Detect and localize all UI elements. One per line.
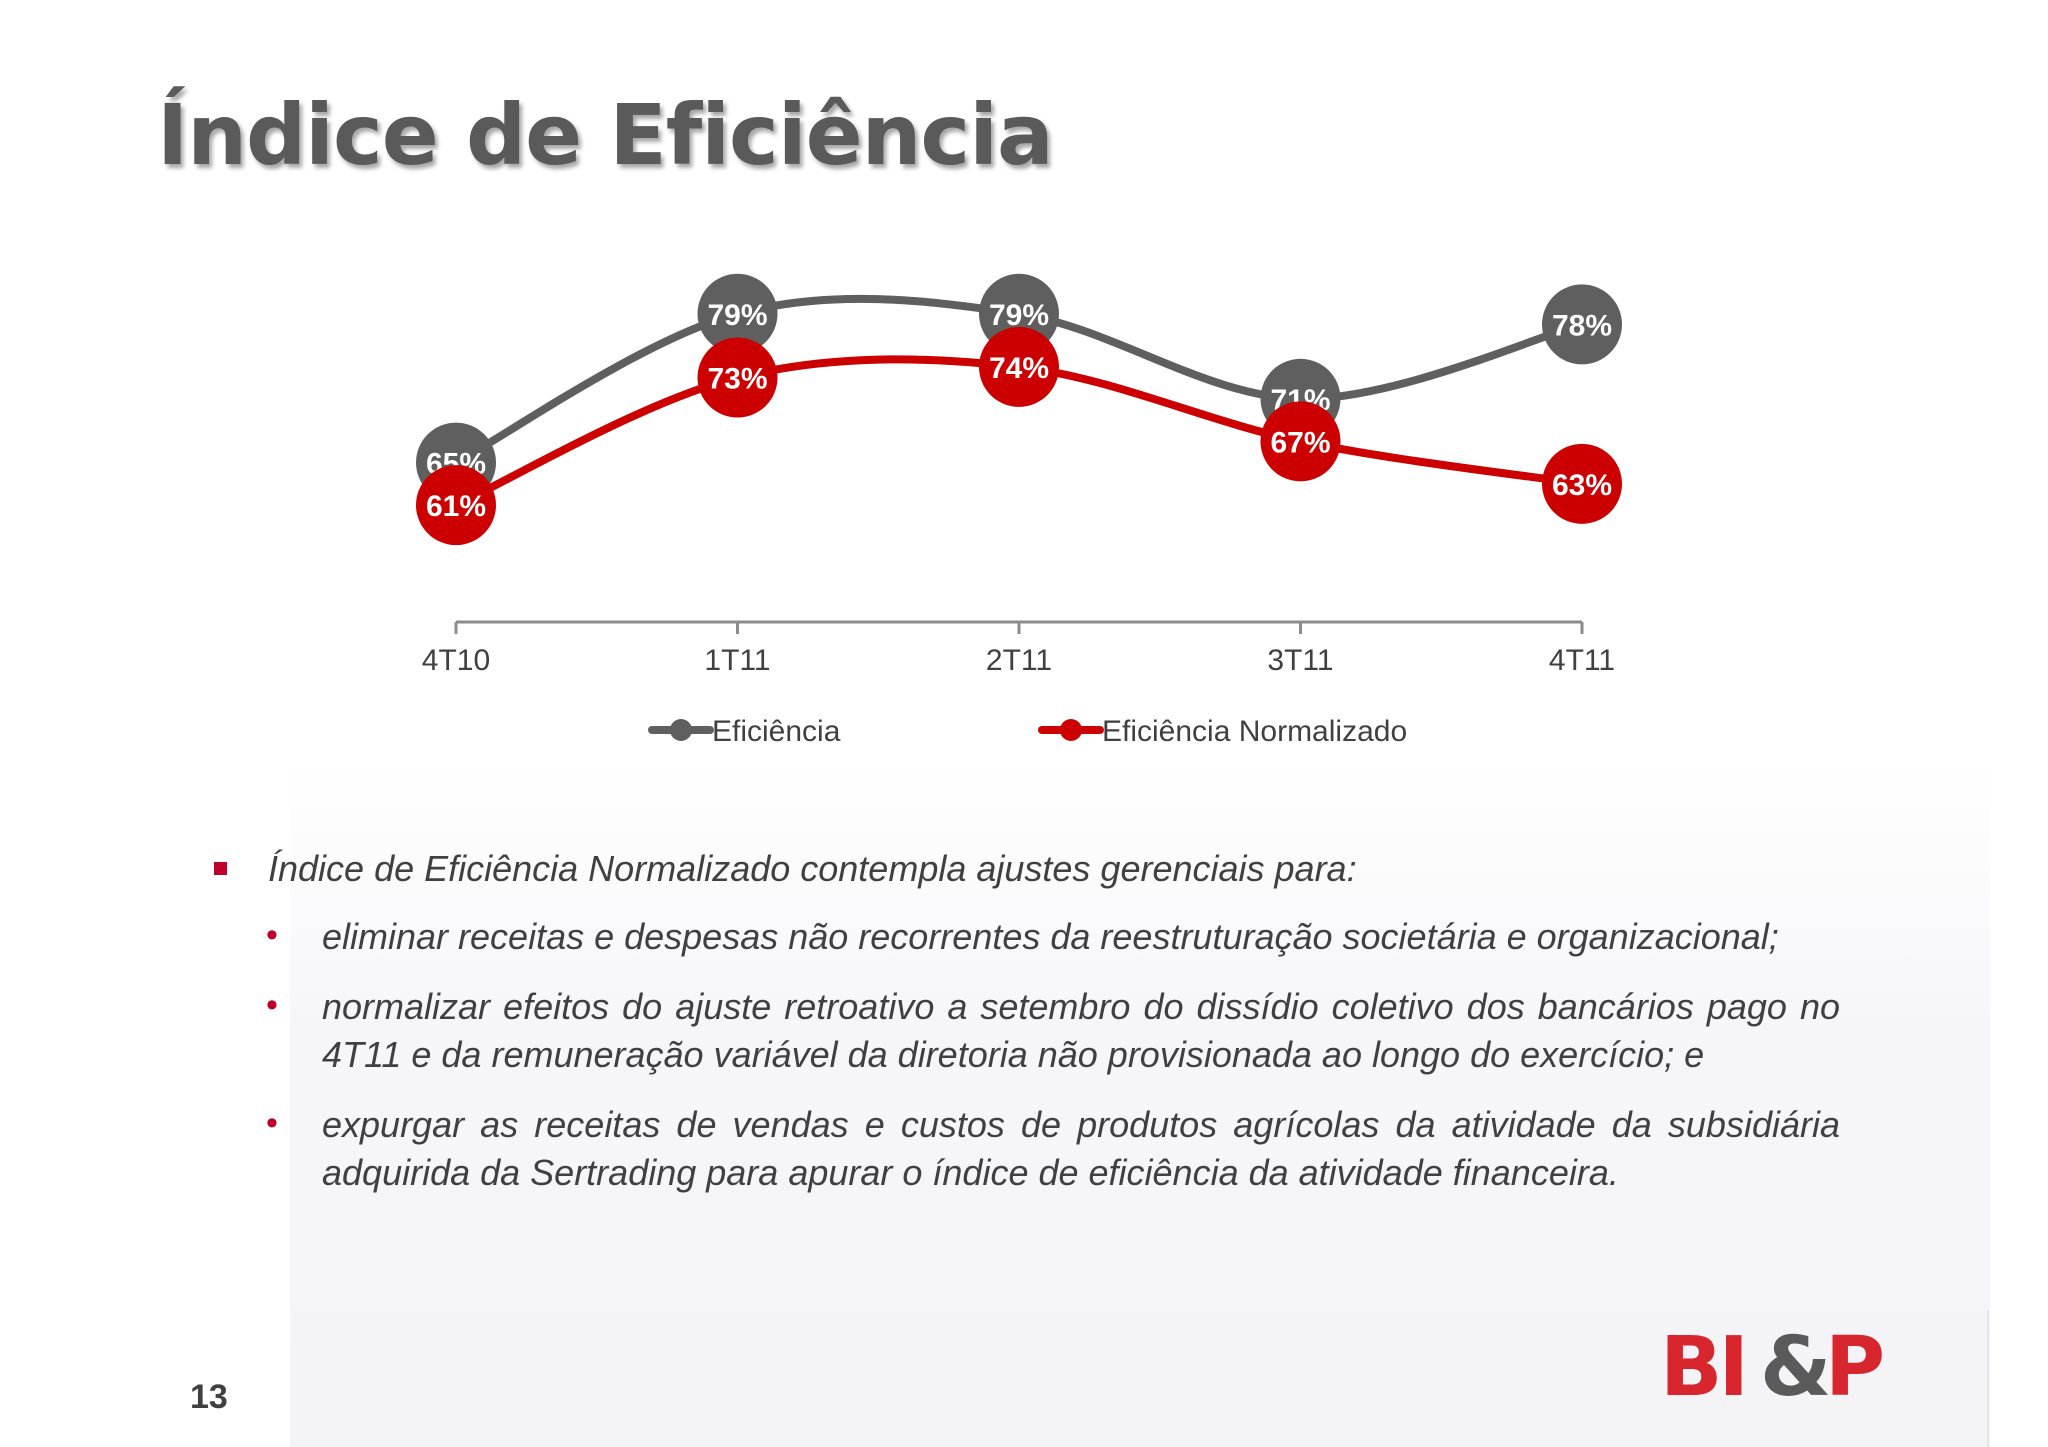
svg-text:BI: BI xyxy=(1660,1325,1745,1405)
legend-label: Eficiência Normalizado xyxy=(1102,715,1407,748)
notes-list: • eliminar receitas e despesas não recorr… xyxy=(210,913,1840,1197)
data-point xyxy=(1542,284,1622,365)
main-bullet: Índice de Eficiência Normalizado contemp… xyxy=(210,845,1840,893)
data-label: 63% xyxy=(1552,469,1612,502)
x-tick-label: 4T10 xyxy=(422,644,490,677)
legend-marker xyxy=(670,719,692,741)
bullet-dot-icon: • xyxy=(266,916,278,954)
data-point xyxy=(979,326,1059,407)
x-tick-label: 1T11 xyxy=(704,644,770,677)
data-label: 79% xyxy=(989,299,1049,332)
notes-intro: Índice de Eficiência Normalizado contemp… xyxy=(268,848,1357,889)
slide-title: Índice de Eficiência xyxy=(157,86,1054,184)
data-label: 73% xyxy=(707,363,767,396)
page-number: 13 xyxy=(190,1378,228,1416)
data-point xyxy=(416,465,496,546)
list-item: • expurgar as receitas de vendas e custos… xyxy=(210,1101,1840,1197)
x-tick-label: 2T11 xyxy=(986,644,1052,677)
divider-line xyxy=(1987,1310,1989,1447)
bullet-dot-icon: • xyxy=(266,1104,278,1142)
bip-logo: BI & P xyxy=(1660,1325,1886,1405)
x-tick-label: 3T11 xyxy=(1267,644,1333,677)
bullet-dot-icon: • xyxy=(266,986,278,1024)
square-bullet-icon xyxy=(214,862,227,875)
list-item: • normalizar efeitos do ajuste retroativo… xyxy=(210,983,1840,1079)
svg-text:&: & xyxy=(1760,1325,1829,1405)
data-label: 61% xyxy=(426,490,486,523)
data-label: 79% xyxy=(707,299,767,332)
list-item-text: expurgar as receitas de vendas e custos … xyxy=(322,1104,1840,1193)
data-point xyxy=(697,273,778,354)
x-tick-label: 4T11 xyxy=(1549,644,1615,677)
data-point xyxy=(697,337,778,418)
data-label: 67% xyxy=(1270,426,1330,459)
data-label: 78% xyxy=(1552,309,1612,342)
svg-text:P: P xyxy=(1825,1325,1882,1405)
list-item-text: eliminar receitas e despesas não recorre… xyxy=(322,916,1779,957)
background-shade xyxy=(290,760,1990,1447)
data-point xyxy=(1542,443,1622,524)
data-point xyxy=(1260,401,1341,482)
data-label: 74% xyxy=(989,352,1049,385)
legend-marker xyxy=(1060,719,1082,741)
list-item-text: normalizar efeitos do ajuste retroativo … xyxy=(322,986,1840,1075)
legend-label: Eficiência xyxy=(712,715,841,748)
notes-section: Índice de Eficiência Normalizado contemp… xyxy=(210,845,1840,1219)
list-item: • eliminar receitas e despesas não recorr… xyxy=(210,913,1840,961)
